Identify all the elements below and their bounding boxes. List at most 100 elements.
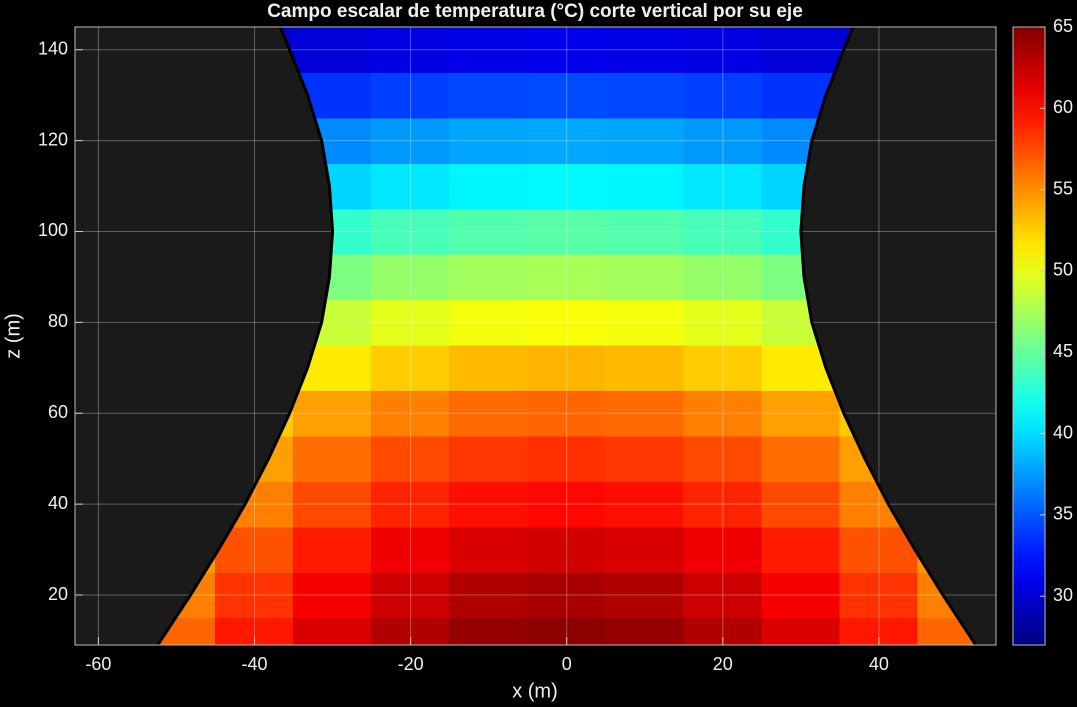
colorbar-tick-label: 55 (1053, 178, 1073, 198)
field-cell (605, 390, 685, 437)
field-cell (761, 526, 841, 573)
field-cell (605, 208, 685, 255)
tower-outline-left (156, 26, 335, 646)
y-tick-label: 20 (48, 584, 68, 604)
field-cell (371, 208, 451, 255)
x-tick-label: 20 (713, 654, 733, 674)
field-cell (371, 480, 451, 528)
field-cell (761, 480, 841, 528)
field-cell (605, 117, 685, 164)
field-cell (683, 571, 763, 619)
plot-frame (74, 26, 997, 646)
field-cell (449, 617, 529, 645)
colorbar-tick-label: 45 (1053, 341, 1073, 361)
field-cell (605, 162, 685, 210)
field-cell (683, 480, 763, 528)
field-cell (683, 526, 763, 573)
field-cell (371, 299, 451, 346)
x-tick-label: 40 (869, 654, 889, 674)
y-axis-label: z (m) (2, 313, 24, 359)
field-cell (293, 526, 373, 573)
x-tick-label: 0 (562, 654, 572, 674)
field-cell (527, 390, 607, 437)
field-cell (605, 27, 685, 73)
field-cell (605, 480, 685, 528)
field-cell (449, 526, 529, 573)
field-cell (371, 162, 451, 210)
field-cell (449, 480, 529, 528)
field-cell (527, 571, 607, 619)
chart-title: Campo escalar de temperatura (°C) corte … (267, 1, 803, 22)
field-cell (683, 253, 763, 301)
y-tick-label: 60 (48, 402, 68, 422)
field-cell (371, 27, 451, 73)
field-cell (293, 27, 373, 73)
field-cell (449, 253, 529, 301)
field-cell (839, 571, 919, 619)
field-cell (371, 71, 451, 119)
field-cell (371, 390, 451, 437)
field-cell (761, 571, 841, 619)
field-cell (449, 117, 529, 164)
field-cell (527, 299, 607, 346)
y-tick-label: 120 (38, 129, 68, 149)
field-cell (527, 117, 607, 164)
colorbar-tick-label: 40 (1053, 422, 1073, 442)
field-cell (683, 299, 763, 346)
field-cell (605, 299, 685, 346)
field-cell (605, 71, 685, 119)
field-cell (683, 27, 763, 73)
field-cell (371, 117, 451, 164)
field-cell (371, 435, 451, 482)
field-cell (527, 480, 607, 528)
field-cell (449, 390, 529, 437)
field-cell (449, 162, 529, 210)
field-cell (449, 344, 529, 392)
field-cell (293, 480, 373, 528)
colorbar (1012, 26, 1046, 646)
colorbar-tick-label: 60 (1053, 97, 1073, 117)
overlay: -60 -40 -20 0 20 40 20 40 60 80 100 120 140 30 35 40 45 5… (38, 16, 1073, 674)
colorbar-tick-label: 50 (1053, 260, 1073, 280)
y-tick-label: 140 (38, 38, 68, 58)
field-cell (293, 571, 373, 619)
field-cell (683, 208, 763, 255)
field-cell (605, 617, 685, 645)
field-cell (449, 571, 529, 619)
field-cell (683, 71, 763, 119)
y-tick-label: 80 (48, 311, 68, 331)
colorbar-tick-label: 30 (1053, 585, 1073, 605)
x-axis-label: x (m) (512, 680, 558, 702)
field-cell (449, 208, 529, 255)
field-cell (449, 71, 529, 119)
field-cell (214, 571, 295, 619)
field-cell (527, 435, 607, 482)
field-cell (293, 435, 373, 482)
x-tick-label: -20 (398, 654, 424, 674)
field-cell (683, 435, 763, 482)
tower-outline-right (799, 26, 977, 646)
field-cell (605, 435, 685, 482)
colorbar-tick-label: 65 (1053, 16, 1073, 36)
field-cell (449, 299, 529, 346)
field-cell (449, 27, 529, 73)
field-cell (293, 390, 373, 437)
field-cell (293, 617, 373, 645)
field-cell (605, 526, 685, 573)
field-cell (449, 435, 529, 482)
field-cell (527, 344, 607, 392)
y-tick-label: 40 (48, 493, 68, 513)
field-cell (761, 27, 841, 73)
field-cell (371, 344, 451, 392)
field-cell (683, 162, 763, 210)
field-cell (527, 27, 607, 73)
field-cell (605, 253, 685, 301)
field-cell (683, 117, 763, 164)
colorbar-tick-label: 35 (1053, 504, 1073, 524)
field-cell (761, 435, 841, 482)
field-cell (371, 253, 451, 301)
field-cell (371, 571, 451, 619)
field-cell (683, 344, 763, 392)
field-cell (527, 71, 607, 119)
